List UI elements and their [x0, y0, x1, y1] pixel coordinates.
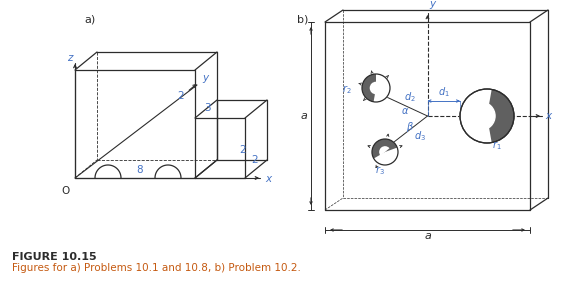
Text: a: a — [424, 231, 431, 241]
Text: $r_3$: $r_3$ — [375, 164, 385, 177]
Circle shape — [372, 139, 398, 165]
Text: $d_1$: $d_1$ — [438, 85, 450, 99]
Wedge shape — [379, 146, 389, 156]
Circle shape — [362, 74, 390, 102]
Wedge shape — [370, 82, 376, 94]
Text: 2: 2 — [251, 155, 258, 165]
Text: 2: 2 — [178, 91, 184, 101]
Text: $r_2$: $r_2$ — [342, 83, 352, 96]
Text: a: a — [300, 111, 307, 121]
Text: $r_1$: $r_1$ — [492, 139, 502, 152]
Text: 2: 2 — [240, 145, 246, 155]
Text: x: x — [265, 174, 271, 184]
Text: 8: 8 — [137, 165, 143, 175]
Text: x: x — [545, 111, 551, 121]
Text: y: y — [430, 0, 435, 9]
Text: $\beta$: $\beta$ — [406, 120, 413, 134]
Text: Figures for a) Problems 10.1 and 10.8, b) Problem 10.2.: Figures for a) Problems 10.1 and 10.8, b… — [12, 263, 301, 273]
Text: y: y — [202, 73, 208, 83]
Text: b): b) — [297, 14, 308, 24]
Circle shape — [467, 102, 495, 130]
Wedge shape — [362, 74, 376, 102]
Wedge shape — [372, 139, 398, 158]
Text: FIGURE 10.15: FIGURE 10.15 — [12, 252, 97, 262]
Text: a): a) — [84, 14, 95, 24]
Text: $d_2$: $d_2$ — [404, 90, 416, 104]
Circle shape — [460, 89, 514, 143]
Text: z: z — [68, 53, 73, 63]
Text: $d_3$: $d_3$ — [414, 129, 426, 143]
Text: O: O — [62, 186, 70, 196]
Text: $\alpha$: $\alpha$ — [402, 106, 410, 116]
Text: 3: 3 — [204, 103, 210, 113]
Wedge shape — [487, 89, 514, 143]
